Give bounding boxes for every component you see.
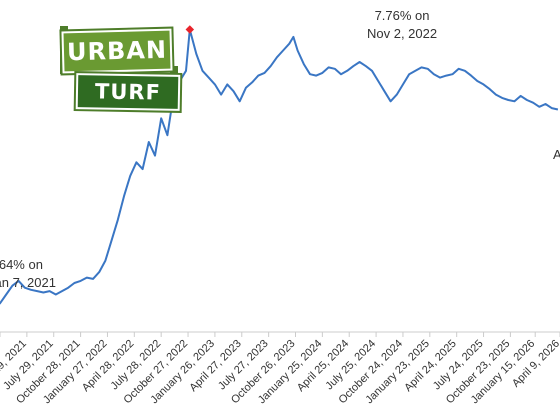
annotation-latest: Ap [553,147,560,162]
logo-sign-turf: TURF [75,73,181,111]
annotation-high: 7.76% on Nov 2, 2022 [367,8,438,41]
x-tick-marks [0,332,560,337]
series-line [0,28,559,305]
logo-sign-urban: URBAN [61,28,173,74]
marker-1 [185,25,195,34]
urban-turf-logo: URBAN TURF [58,26,181,116]
annotation-low: 3.64% on Jan 7, 2021 [0,257,56,290]
